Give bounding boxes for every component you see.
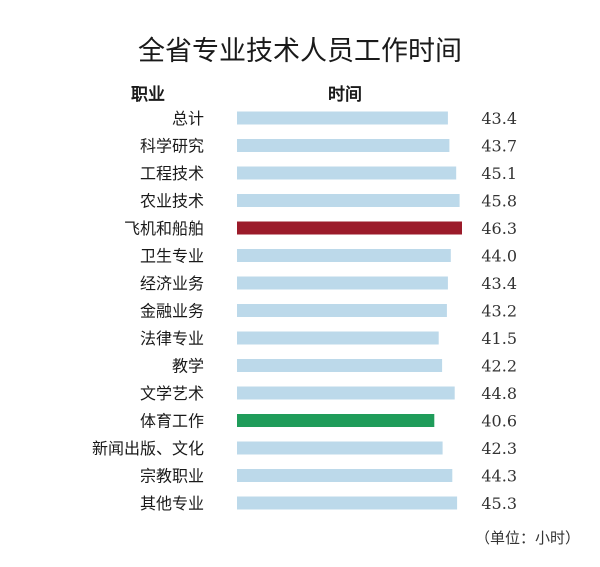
value-label: 43.2 bbox=[481, 302, 517, 321]
value-label: 45.1 bbox=[481, 164, 517, 183]
category-label: 金融业务 bbox=[140, 302, 204, 321]
category-column-header: 职业 bbox=[131, 85, 165, 105]
bar bbox=[237, 194, 460, 207]
bar bbox=[237, 276, 448, 290]
chart-title: 全省专业技术人员工作时间 bbox=[138, 36, 462, 67]
value-label: 41.5 bbox=[481, 329, 517, 348]
bar bbox=[237, 111, 448, 125]
category-label: 文学艺术 bbox=[140, 384, 204, 403]
value-column-header: 时间 bbox=[328, 84, 362, 105]
category-label: 其他专业 bbox=[140, 494, 204, 513]
value-label: 46.3 bbox=[481, 219, 517, 238]
value-label: 45.3 bbox=[481, 494, 517, 513]
bar bbox=[237, 331, 439, 345]
value-label: 42.3 bbox=[481, 439, 517, 458]
bar bbox=[237, 304, 447, 317]
bar bbox=[237, 166, 457, 180]
category-label: 飞机和船舶 bbox=[124, 219, 204, 238]
value-label: 45.8 bbox=[481, 192, 517, 211]
bar bbox=[237, 359, 443, 372]
category-label: 农业技术 bbox=[140, 192, 204, 211]
bar bbox=[237, 386, 455, 400]
bar bbox=[237, 221, 462, 235]
value-label: 44.8 bbox=[481, 384, 517, 403]
category-label: 法律专业 bbox=[140, 329, 204, 348]
bar bbox=[237, 496, 458, 510]
bar bbox=[237, 441, 443, 455]
bar bbox=[237, 249, 451, 262]
value-label: 43.4 bbox=[481, 109, 517, 128]
value-label: 44.0 bbox=[481, 247, 517, 266]
bar-rows: 总计 43.4 科学研究 43.7 工程技术 45.1 农业技术 45.8 飞机和船舶 46.3 卫… bbox=[92, 109, 517, 513]
category-label: 宗教职业 bbox=[140, 467, 204, 486]
value-label: 43.7 bbox=[481, 137, 517, 156]
category-label: 体育工作 bbox=[140, 412, 204, 431]
category-label: 科学研究 bbox=[140, 137, 204, 156]
category-label: 教学 bbox=[172, 357, 204, 376]
value-label: 42.2 bbox=[481, 357, 517, 376]
category-label: 总计 bbox=[172, 109, 204, 128]
value-label: 43.4 bbox=[481, 274, 517, 293]
category-label: 工程技术 bbox=[140, 164, 204, 183]
category-label: 新闻出版、文化 bbox=[92, 439, 204, 458]
category-label: 卫生专业 bbox=[140, 247, 204, 266]
bar bbox=[237, 469, 453, 482]
value-label: 40.6 bbox=[481, 412, 517, 431]
bar bbox=[237, 139, 450, 152]
bar bbox=[237, 414, 435, 427]
unit-note: （单位：小时） bbox=[475, 529, 580, 547]
category-label: 经济业务 bbox=[140, 274, 204, 293]
value-label: 44.3 bbox=[481, 467, 517, 486]
